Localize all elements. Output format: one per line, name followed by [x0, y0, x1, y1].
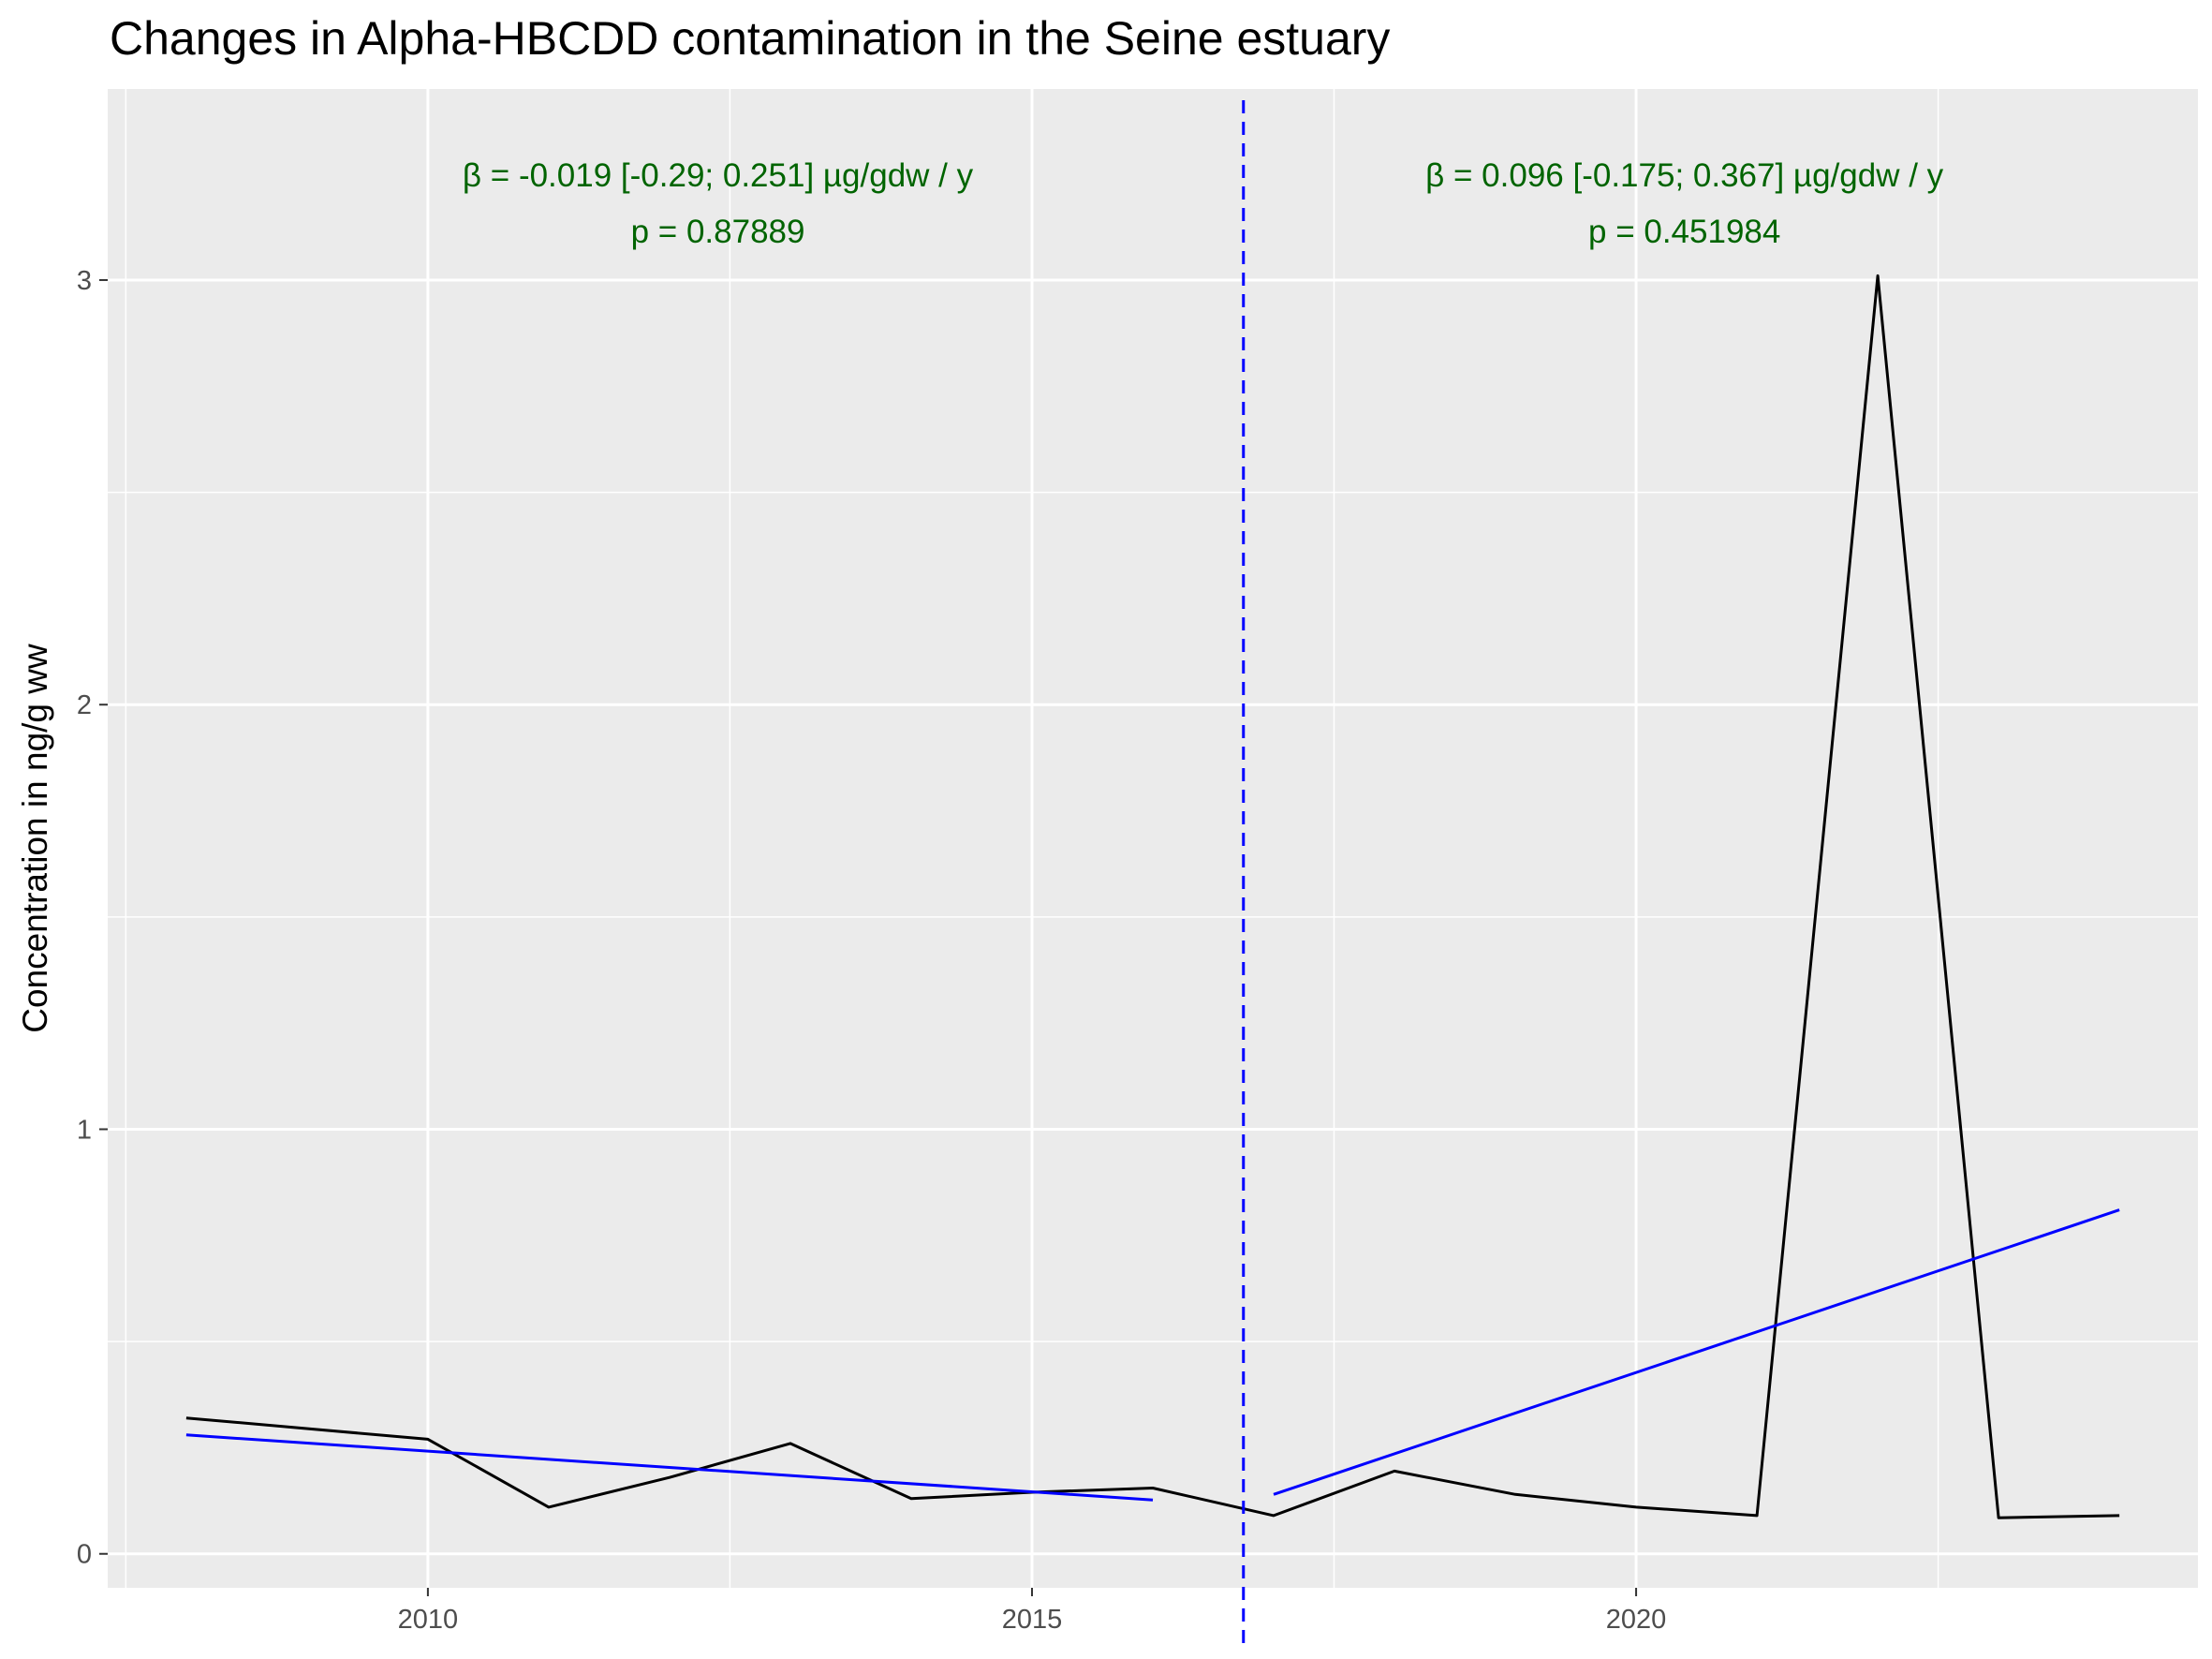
x-tick-label: 2015 — [1002, 1605, 1063, 1635]
x-tick-label: 2010 — [398, 1605, 459, 1635]
annotation-beta-2: β = 0.096 [-0.175; 0.367] µg/gdw / y — [1425, 157, 1944, 194]
series-line-observed — [185, 274, 2120, 1519]
annotation-beta-1: β = -0.019 [-0.29; 0.251] µg/gdw / y — [463, 157, 974, 194]
y-tick-label: 0 — [77, 1540, 92, 1570]
plot-panel — [108, 89, 2198, 1588]
series-layer — [185, 100, 2120, 1644]
x-tick-label: 2020 — [1606, 1605, 1667, 1635]
y-tick-label: 2 — [77, 690, 92, 720]
y-tick-label: 3 — [77, 266, 92, 296]
series-line-trend-after-break — [1273, 1208, 2120, 1496]
annotation-p-value-1: p = 0.87889 — [631, 214, 805, 250]
annotation-layer: β = -0.019 [-0.29; 0.251] µg/gdw / y p = … — [463, 157, 1944, 250]
y-tick-label: 1 — [77, 1115, 92, 1145]
major-gridlines — [108, 89, 2198, 1588]
series-line-trend-before-break — [185, 1433, 1154, 1502]
y-axis-label: Concentration in ng/g ww — [16, 644, 54, 1033]
annotation-p-value-2: p = 0.451984 — [1588, 214, 1780, 250]
axes: 2010 2015 2020 0 1 2 3 — [77, 266, 1666, 1635]
chart-title: Changes in Alpha-HBCDD contamination in … — [110, 12, 1391, 65]
minor-gridlines — [108, 89, 2198, 1588]
